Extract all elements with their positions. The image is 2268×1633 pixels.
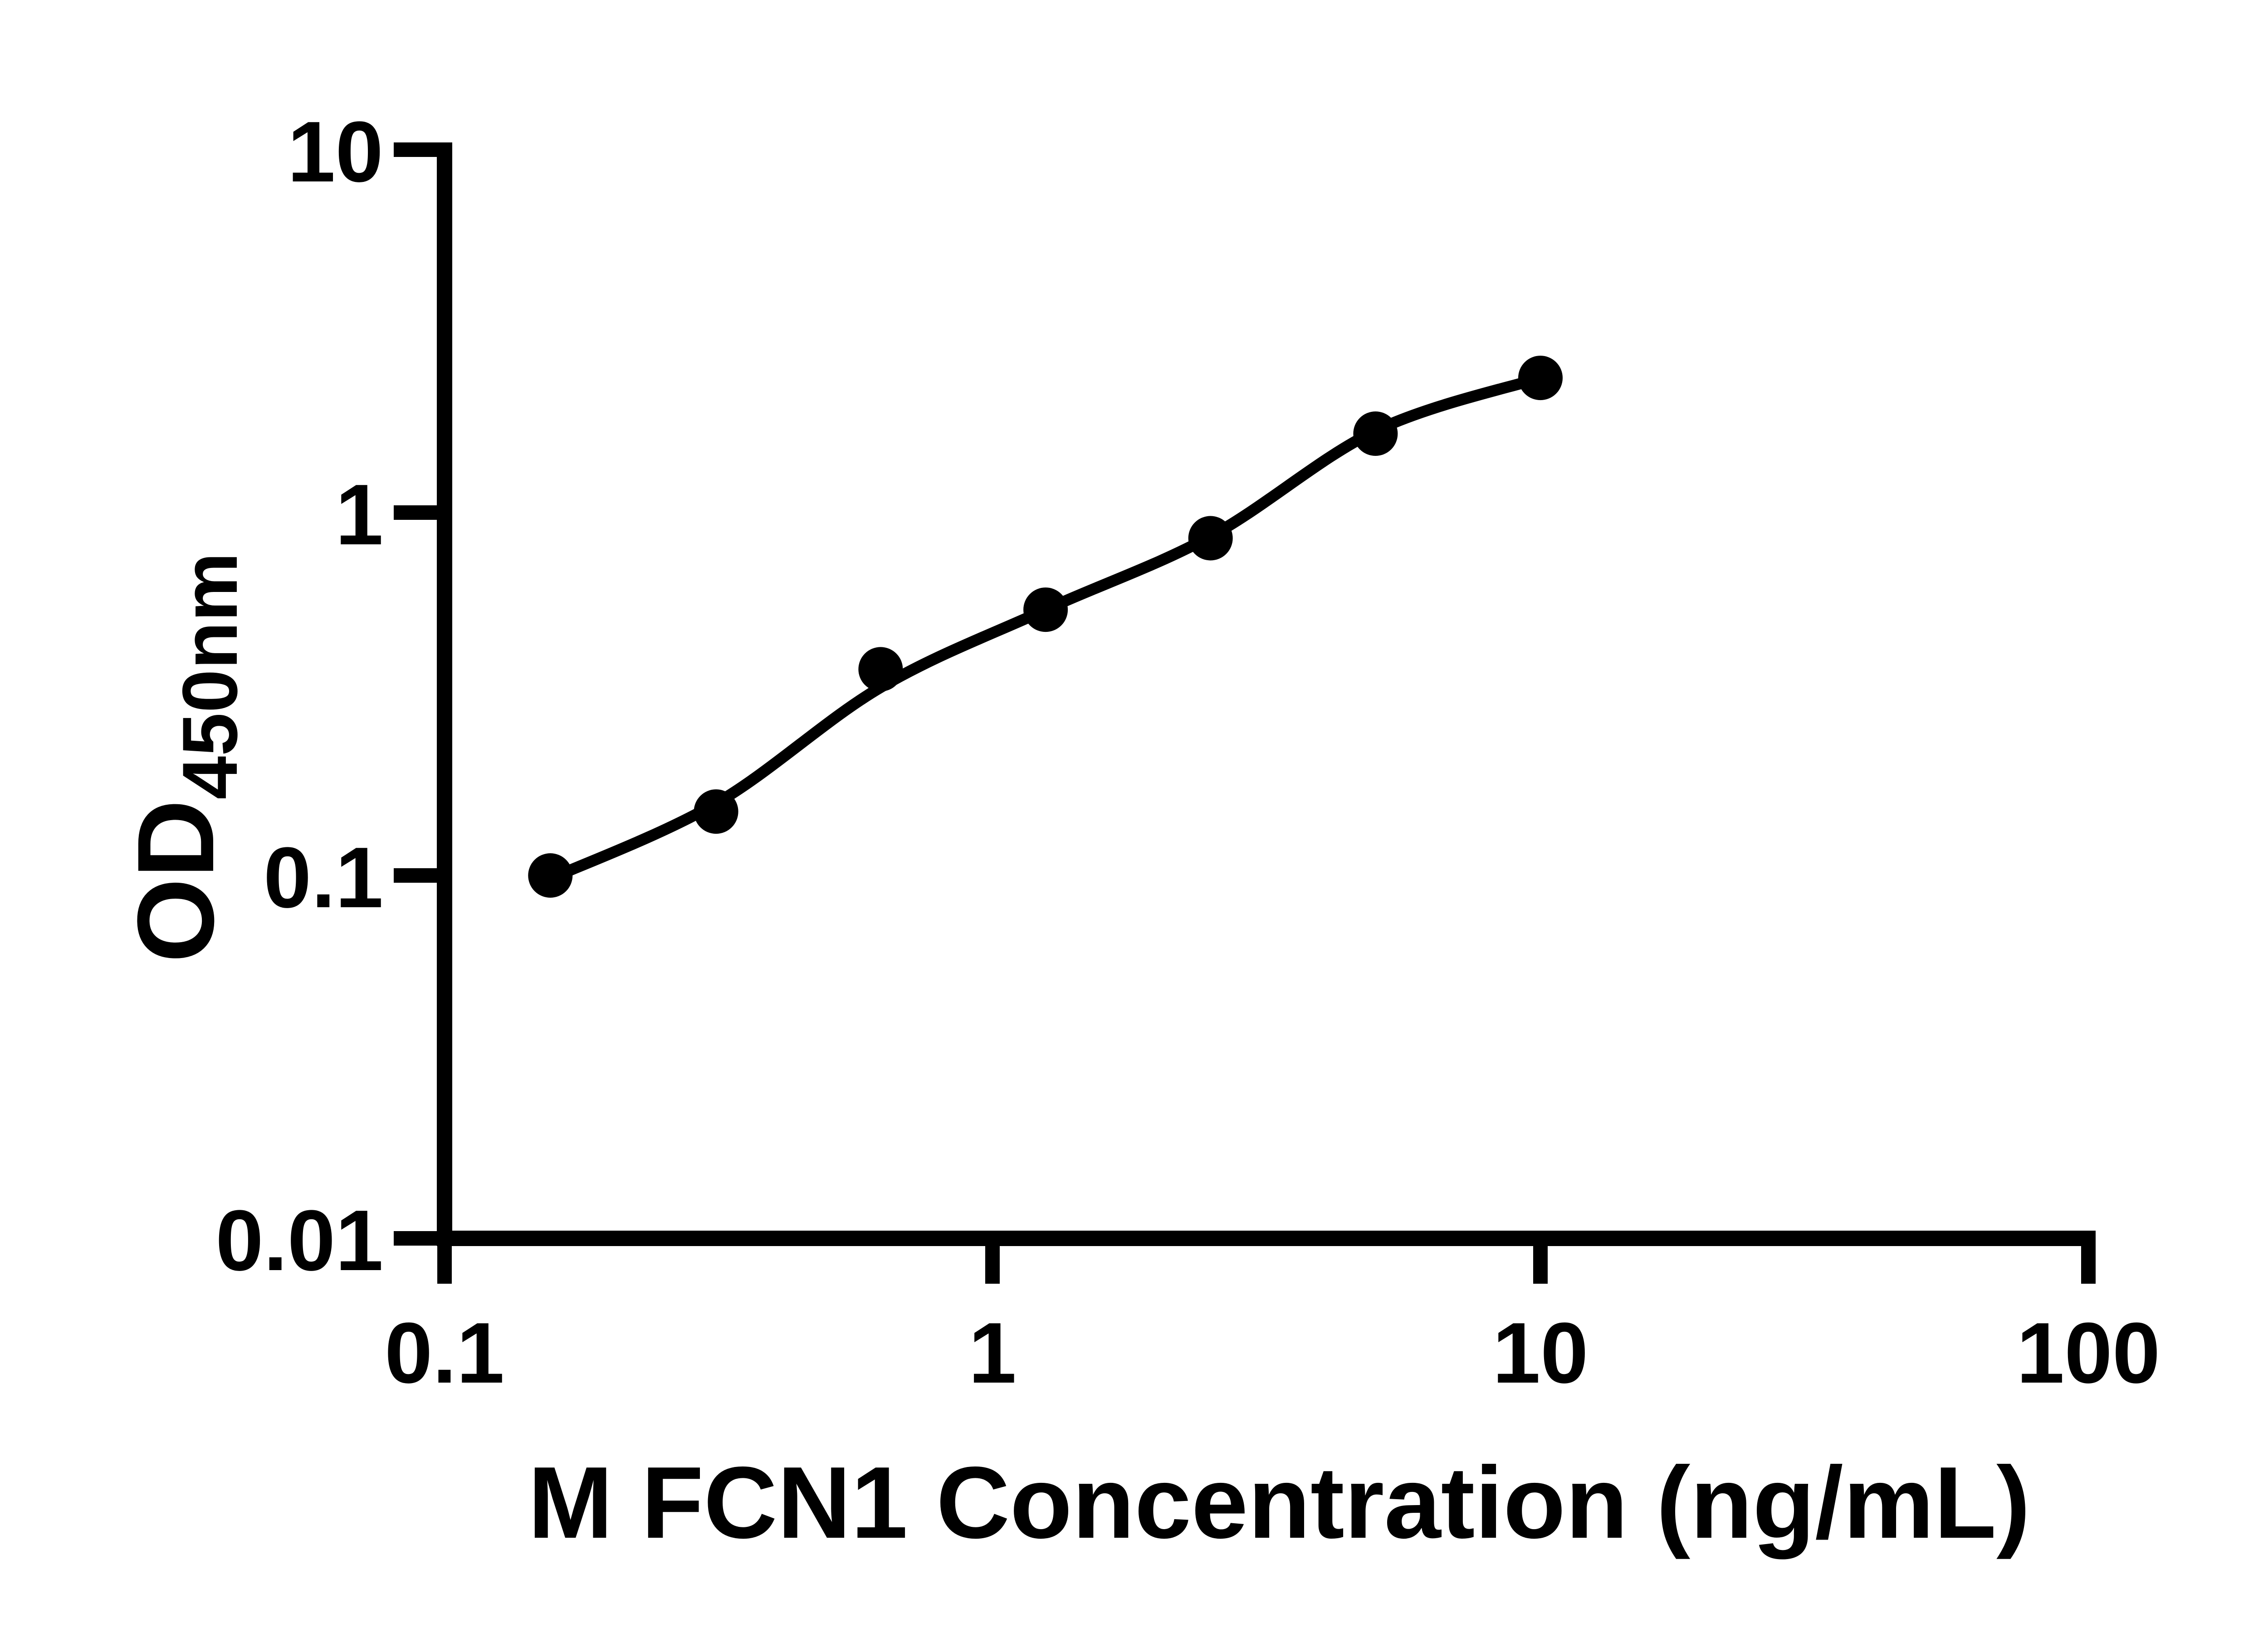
data-point	[694, 789, 738, 834]
data-point	[528, 853, 573, 898]
y-tick-label: 0.01	[215, 1193, 383, 1289]
y-axis-title-subscript: 450nm	[166, 552, 254, 800]
x-tick-label: 100	[2016, 1305, 2160, 1401]
data-point	[1353, 411, 1398, 456]
y-axis-title: OD450nm	[115, 552, 254, 963]
x-tick-label: 10	[1492, 1305, 1588, 1401]
x-axis-title: M FCN1 Concentration (ng/mL)	[528, 1445, 2030, 1560]
y-tick-label: 10	[288, 104, 383, 200]
data-point	[858, 647, 903, 692]
y-tick-label: 1	[335, 467, 383, 563]
x-tick-label: 0.1	[385, 1305, 504, 1401]
y-axis-title-main: OD	[115, 799, 236, 963]
y-tick-label: 0.1	[264, 830, 383, 926]
data-point	[1518, 356, 1563, 401]
data-point	[1023, 587, 1068, 632]
x-tick-label: 1	[968, 1305, 1017, 1401]
data-points-layer	[528, 356, 1563, 898]
data-point	[1188, 516, 1233, 561]
